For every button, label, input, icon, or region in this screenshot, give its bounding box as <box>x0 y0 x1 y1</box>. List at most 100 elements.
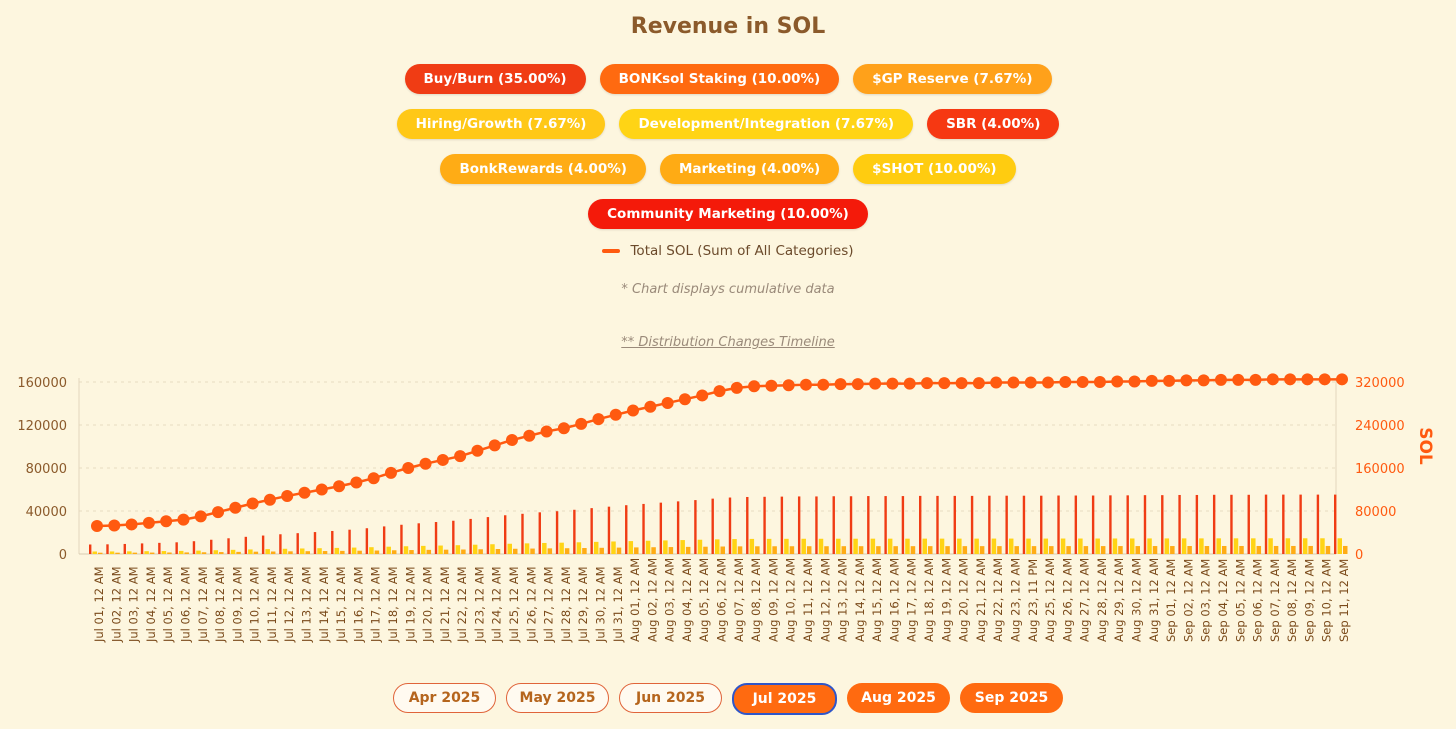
total-sol-point <box>1284 373 1297 386</box>
month-button-apr-2025[interactable]: Apr 2025 <box>393 683 496 713</box>
bar-development-integration <box>490 544 495 554</box>
total-sol-point <box>506 434 518 447</box>
bar-development-integration <box>1337 538 1342 554</box>
bar-development-integration <box>576 542 582 554</box>
bar-bonkrewards <box>599 547 604 554</box>
bar-buy-burn <box>1195 494 1199 554</box>
distribution-timeline-link[interactable]: ** Distribution Changes Timeline <box>621 335 835 350</box>
x-tick-label: Aug 01, 12 AM <box>628 558 642 642</box>
bar-development-integration <box>161 551 167 554</box>
legend-pill-development-integration[interactable]: Development/Integration (7.67%) <box>619 109 914 139</box>
total-sol-point <box>799 378 812 391</box>
bar-buy-burn <box>901 496 905 554</box>
bar-buy-burn <box>434 522 438 554</box>
x-tick-label: Aug 14, 12 AM <box>853 558 867 642</box>
bar-buy-burn <box>538 512 541 554</box>
x-tick-label: Sep 06, 12 AM <box>1251 559 1265 642</box>
legend-row-4: Community Marketing (10.00%) <box>0 199 1456 229</box>
total-sol-point <box>1336 373 1348 386</box>
total-sol-point <box>333 480 346 493</box>
bar-buy-burn <box>1161 495 1164 554</box>
x-tick-label: Sep 07, 12 AM <box>1268 559 1282 642</box>
legend-pill-hiring-growth[interactable]: Hiring/Growth (7.67%) <box>396 109 606 139</box>
total-sol-line <box>96 378 1342 528</box>
legend-pill-community-marketing[interactable]: Community Marketing (10.00%) <box>588 199 868 229</box>
x-tick-label: Sep 05, 12 AM <box>1233 559 1247 642</box>
bar-development-integration <box>230 549 236 554</box>
bar-buy-burn <box>884 496 887 554</box>
bar-bonkrewards <box>737 546 743 554</box>
bar-development-integration <box>1060 538 1066 554</box>
bar-bonkrewards <box>1239 545 1244 554</box>
month-button-jun-2025[interactable]: Jun 2025 <box>619 683 722 713</box>
bar-bonkrewards <box>478 549 483 554</box>
total-sol-point <box>367 472 380 485</box>
bar-buy-burn <box>694 500 697 554</box>
total-sol-point <box>782 379 795 392</box>
bar-bonkrewards <box>979 546 985 554</box>
bar-bonkrewards <box>98 552 103 554</box>
bar-development-integration <box>178 550 184 554</box>
bar-development-integration <box>265 549 270 554</box>
month-button-aug-2025[interactable]: Aug 2025 <box>847 683 950 713</box>
bar-development-integration <box>887 538 893 554</box>
x-tick-label: Aug 25, 12 AM <box>1043 558 1057 642</box>
bar-bonkrewards <box>305 551 310 554</box>
x-tick-label: Aug 07, 12 AM <box>732 558 746 642</box>
bar-development-integration <box>749 538 755 554</box>
bar-development-integration <box>1164 538 1170 554</box>
bar-buy-burn <box>1057 495 1060 554</box>
revenue-chart: 0 40000 80000 120000 160000 0 80000 160000 24000… <box>17 373 1435 643</box>
bar-development-integration <box>645 540 651 554</box>
total-sol-point <box>419 457 432 470</box>
bar-development-integration <box>403 546 409 554</box>
legend-pill-buy-burn[interactable]: Buy/Burn (35.00%) <box>404 64 586 94</box>
month-button-jul-2025[interactable]: Jul 2025 <box>732 683 837 715</box>
legend-pill-bonkrewards[interactable]: BonkRewards (4.00%) <box>440 154 646 184</box>
x-tick-label: Aug 18, 12 AM <box>922 558 936 642</box>
bar-development-integration <box>1181 538 1187 554</box>
total-sol-point <box>91 520 103 533</box>
x-tick-label: Jul 30, 12 AM <box>593 566 607 643</box>
legend-row-1: Buy/Burn (35.00%) BONKsol Staking (10.00… <box>0 64 1456 94</box>
x-tick-label: Aug 22, 12 AM <box>991 558 1005 642</box>
bar-development-integration <box>196 550 201 554</box>
x-tick-label: Jul 02, 12 AM <box>109 566 123 643</box>
bar-buy-burn <box>1091 495 1095 554</box>
x-tick-label: Aug 13, 12 AM <box>836 558 850 642</box>
legend-pill-gp-reserve[interactable]: $GP Reserve (7.67%) <box>853 64 1052 94</box>
bar-buy-burn <box>227 538 230 554</box>
bar-development-integration <box>507 543 512 554</box>
bar-buy-burn <box>763 496 766 554</box>
total-sol-point <box>817 378 830 391</box>
bar-buy-burn <box>348 529 351 554</box>
bar-development-integration <box>213 550 219 554</box>
bar-buy-burn <box>1040 495 1043 554</box>
legend-pill-sbr[interactable]: SBR (4.00%) <box>927 109 1060 139</box>
x-tick-label: Aug 30, 12 AM <box>1130 558 1144 642</box>
bar-development-integration <box>1302 538 1308 554</box>
bar-buy-burn <box>590 508 593 554</box>
bar-development-integration <box>1268 538 1273 554</box>
bar-buy-burn <box>1247 494 1250 554</box>
legend-pill-shot[interactable]: $SHOT (10.00%) <box>853 154 1016 184</box>
month-button-sep-2025[interactable]: Sep 2025 <box>960 683 1063 713</box>
line-legend[interactable]: Total SOL (Sum of All Categories) <box>0 243 1456 259</box>
total-sol-point <box>108 519 121 532</box>
bar-bonkrewards <box>824 546 829 554</box>
bar-buy-burn <box>797 496 801 554</box>
total-sol-point <box>1318 373 1331 386</box>
bar-bonkrewards <box>703 546 708 554</box>
legend-pill-bonksol-staking[interactable]: BONKsol Staking (10.00%) <box>599 64 840 94</box>
bar-buy-burn <box>1126 495 1129 554</box>
legend-pill-marketing[interactable]: Marketing (4.00%) <box>659 154 840 184</box>
legend-row-2: Hiring/Growth (7.67%) Development/Integr… <box>0 109 1456 139</box>
bar-bonkrewards <box>236 551 241 554</box>
month-button-may-2025[interactable]: May 2025 <box>506 683 609 713</box>
x-tick-label: Aug 21, 12 AM <box>974 558 988 642</box>
total-sol-point <box>471 444 484 457</box>
left-tick-label: 80000 <box>26 462 67 477</box>
x-tick-label: Aug 03, 12 AM <box>663 558 677 642</box>
bar-development-integration <box>1026 538 1031 554</box>
bar-buy-burn <box>659 502 663 554</box>
